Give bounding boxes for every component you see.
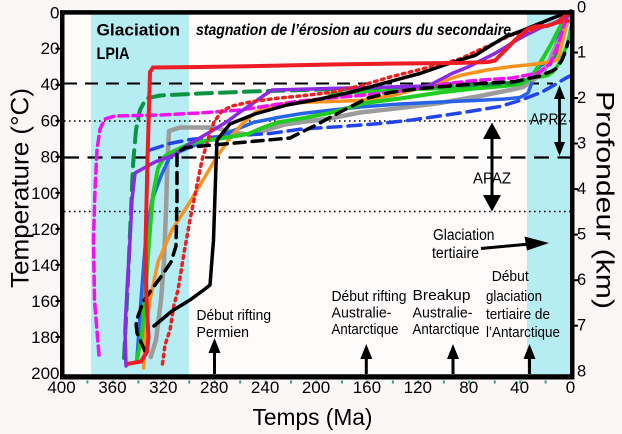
svg-text:8: 8	[577, 362, 586, 380]
svg-text:80: 80	[459, 378, 478, 397]
svg-text:320: 320	[149, 378, 177, 397]
svg-text:Antarctique: Antarctique	[413, 321, 480, 338]
svg-text:200: 200	[302, 378, 330, 397]
svg-text:240: 240	[251, 378, 279, 397]
svg-text:tertiaire: tertiaire	[432, 245, 479, 262]
svg-text:0: 0	[566, 378, 575, 397]
svg-text:7: 7	[577, 317, 586, 335]
svg-text:Australie-: Australie-	[413, 305, 473, 322]
svg-text:Antarctique: Antarctique	[332, 321, 399, 338]
svg-text:140: 140	[31, 256, 59, 275]
svg-text:180: 180	[31, 328, 59, 347]
svg-text:160: 160	[353, 378, 381, 397]
svg-text:6: 6	[577, 271, 586, 289]
svg-text:80: 80	[41, 147, 60, 166]
svg-text:Permien: Permien	[197, 324, 250, 341]
svg-text:160: 160	[31, 292, 59, 311]
svg-text:Début rifting: Début rifting	[332, 288, 407, 305]
svg-text:4: 4	[577, 180, 586, 198]
svg-text:120: 120	[31, 220, 59, 239]
svg-text:Début: Début	[492, 268, 530, 285]
svg-text:100: 100	[31, 184, 59, 203]
svg-text:tertiaire de: tertiaire de	[486, 306, 550, 323]
svg-text:glaciation: glaciation	[486, 288, 542, 305]
svg-text:Temps (Ma): Temps (Ma)	[253, 404, 373, 430]
svg-text:0: 0	[50, 4, 59, 23]
svg-text:Glaciation: Glaciation	[97, 21, 181, 40]
svg-text:Glaciation: Glaciation	[433, 227, 495, 244]
svg-text:Breakup: Breakup	[413, 287, 471, 304]
svg-text:0: 0	[577, 0, 586, 17]
svg-text:LPIA: LPIA	[97, 44, 130, 63]
svg-text:Début rifting: Début rifting	[197, 307, 272, 324]
svg-text:360: 360	[98, 378, 126, 397]
svg-text:280: 280	[200, 378, 228, 397]
svg-text:stagnation de l’érosion au cou: stagnation de l’érosion au cours du seco…	[196, 22, 511, 39]
svg-text:20: 20	[41, 39, 60, 58]
svg-text:APAZ: APAZ	[473, 171, 511, 188]
svg-text:40: 40	[510, 378, 529, 397]
svg-text:APRZ: APRZ	[530, 112, 567, 129]
svg-text:40: 40	[41, 75, 60, 94]
svg-text:1: 1	[577, 44, 586, 62]
svg-text:2: 2	[577, 89, 586, 107]
svg-text:120: 120	[404, 378, 432, 397]
svg-text:Profondeur (km): Profondeur (km)	[591, 91, 619, 309]
svg-text:400: 400	[47, 378, 75, 397]
svg-text:60: 60	[41, 111, 60, 130]
svg-text:Australie-: Australie-	[332, 305, 392, 322]
svg-text:200: 200	[31, 364, 59, 383]
svg-text:l’Antarctique: l’Antarctique	[486, 324, 560, 341]
svg-text:Temperature (°C): Temperature (°C)	[7, 88, 35, 288]
svg-text:5: 5	[577, 226, 586, 244]
svg-text:3: 3	[577, 135, 586, 153]
